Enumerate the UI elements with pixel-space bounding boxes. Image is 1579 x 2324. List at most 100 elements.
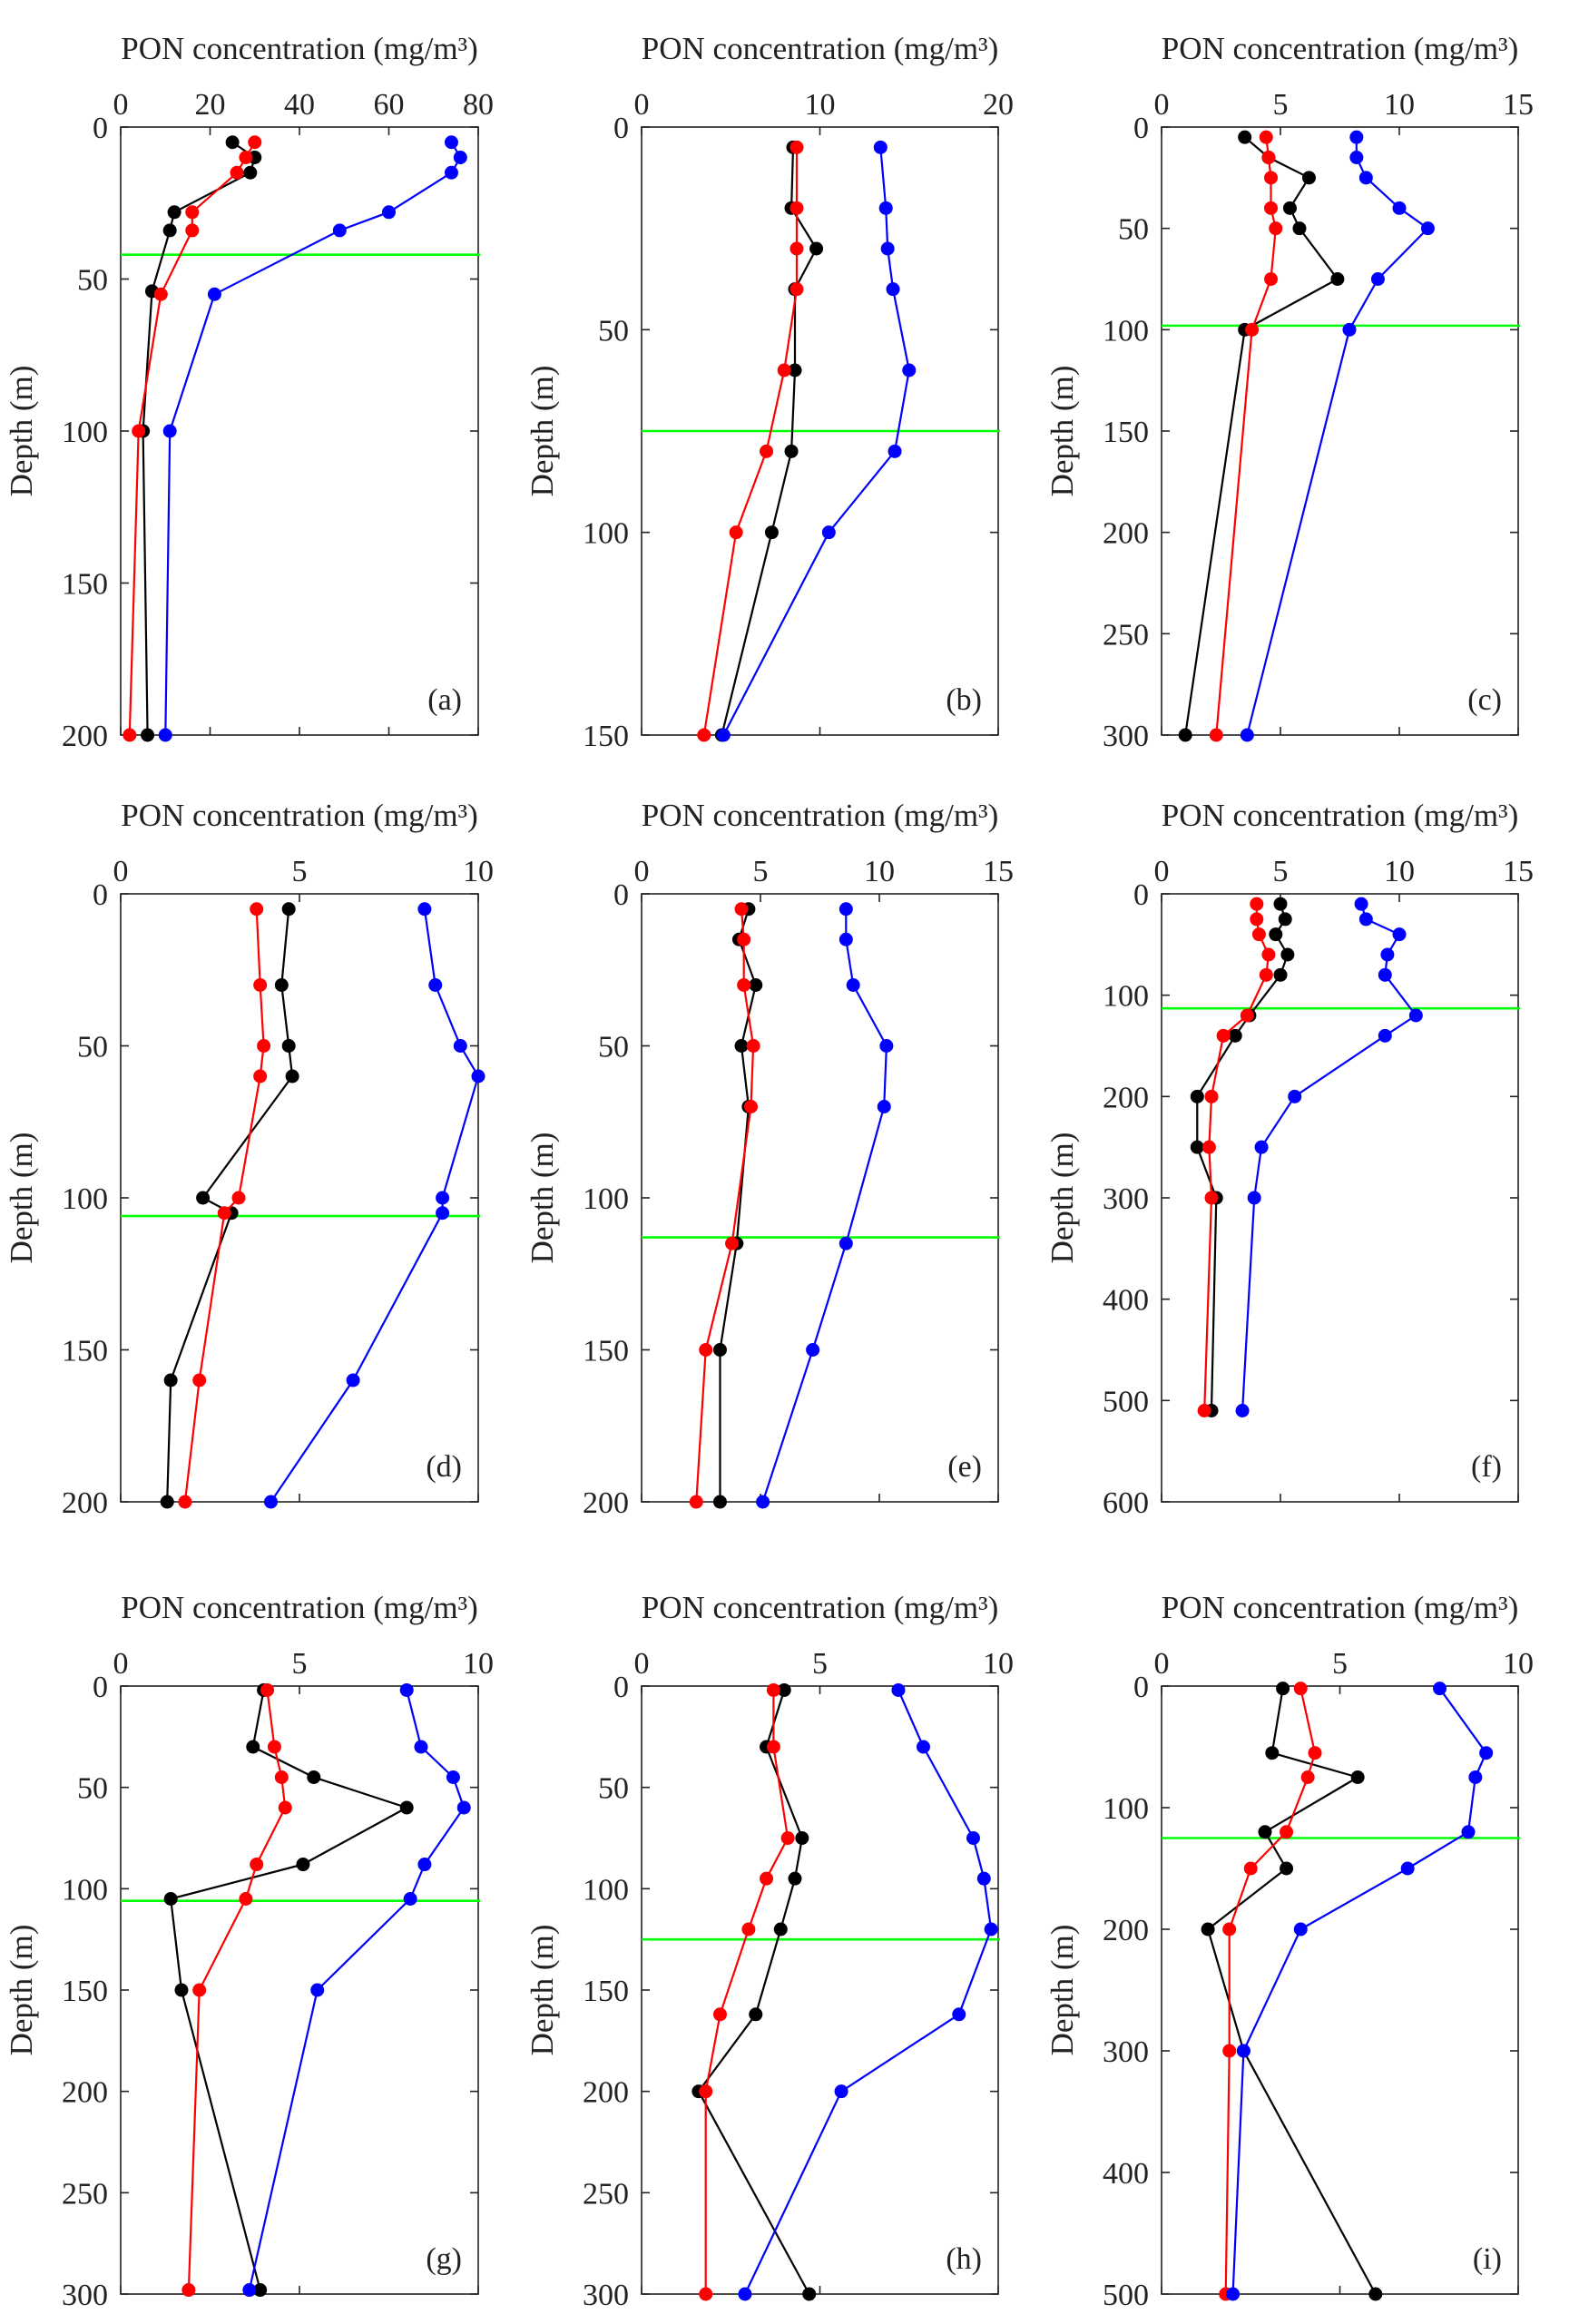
data-point-series-3 (1392, 927, 1407, 942)
y-tick-label: 0 (93, 112, 108, 145)
x-tick-label: 0 (113, 88, 129, 122)
data-point-series-1 (712, 1495, 727, 1509)
data-point-series-2 (1243, 1861, 1258, 1876)
data-point-series-1 (1276, 1682, 1290, 1696)
data-point-series-2 (699, 1343, 713, 1357)
data-point-series-3 (403, 1892, 417, 1906)
y-axis-label: Depth (m) (4, 366, 39, 497)
y-tick-label: 50 (77, 1031, 108, 1064)
data-point-series-2 (253, 1069, 268, 1084)
data-point-series-3 (1358, 171, 1373, 185)
data-point-series-3 (444, 135, 458, 150)
plot-frame (120, 893, 479, 1503)
data-point-series-2 (230, 165, 244, 180)
data-point-series-3 (1392, 201, 1407, 215)
data-point-series-3 (436, 1206, 450, 1221)
data-point-series-1 (802, 2287, 817, 2301)
x-tick-label: 20 (983, 88, 1014, 122)
series-line-2 (1215, 137, 1277, 736)
data-point-series-3 (952, 2007, 966, 2022)
y-tick-label: 150 (1103, 416, 1149, 449)
x-tick-label: 60 (374, 88, 405, 122)
data-point-series-3 (966, 1831, 980, 1845)
panel-label: (h) (946, 2242, 982, 2276)
data-point-series-2 (744, 1100, 759, 1113)
data-point-series-2 (780, 1831, 795, 1845)
data-point-series-2 (217, 1206, 231, 1221)
x-axis-label: PON concentration (mg/m³) (1162, 798, 1518, 833)
data-point-series-1 (1190, 1089, 1204, 1103)
data-point-series-3 (891, 1682, 906, 1697)
x-tick-label: 10 (463, 855, 494, 888)
x-axis-label: PON concentration (mg/m³) (642, 1590, 998, 1625)
data-point-series-2 (1204, 1089, 1219, 1103)
x-tick-label: 0 (1154, 88, 1170, 122)
data-point-series-2 (737, 932, 751, 946)
data-point-series-3 (716, 728, 731, 742)
x-tick-label: 0 (113, 855, 129, 888)
y-tick-label: 50 (598, 1772, 629, 1806)
data-point-series-2 (1264, 272, 1279, 286)
data-point-series-3 (1420, 221, 1435, 236)
data-point-series-1 (809, 241, 824, 256)
x-tick-label: 10 (1384, 855, 1415, 888)
data-point-series-2 (790, 241, 804, 256)
y-axis-label: Depth (m) (1044, 366, 1080, 497)
y-tick-label: 300 (583, 2279, 629, 2312)
y-axis-label: Depth (m) (525, 366, 560, 497)
data-point-series-1 (253, 2283, 268, 2298)
data-point-series-2 (257, 1039, 271, 1053)
y-tick-label: 200 (62, 2076, 108, 2110)
data-point-series-2 (1201, 1140, 1216, 1154)
data-point-series-1 (784, 444, 799, 458)
y-tick-label: 250 (583, 2177, 629, 2211)
data-point-series-2 (760, 1871, 774, 1886)
x-tick-label: 5 (812, 1647, 828, 1681)
series-line-2 (695, 908, 755, 1503)
series-line-3 (744, 1690, 993, 2295)
y-axis-label: Depth (m) (4, 1925, 39, 2056)
data-point-series-1 (1280, 947, 1295, 962)
data-point-series-2 (185, 205, 200, 220)
data-point-series-2 (250, 902, 264, 917)
data-point-series-1 (281, 902, 296, 917)
data-point-series-2 (1293, 1682, 1308, 1696)
data-point-series-1 (1292, 221, 1307, 236)
data-point-series-1 (196, 1191, 211, 1205)
y-tick-label: 0 (613, 878, 629, 912)
series-line-1 (1184, 136, 1339, 736)
plot-frame (1161, 1685, 1519, 2295)
y-tick-label: 400 (1103, 2157, 1149, 2191)
data-point-series-1 (1330, 272, 1345, 286)
data-point-series-3 (446, 1770, 460, 1784)
x-axis-label: PON concentration (mg/m³) (1162, 1590, 1518, 1625)
data-point-series-3 (1288, 1089, 1302, 1103)
x-tick-label: 40 (284, 88, 315, 122)
y-tick-label: 100 (1103, 314, 1149, 348)
y-tick-label: 200 (583, 2076, 629, 2110)
series-line-1 (1196, 903, 1290, 1411)
plot-frame (1161, 126, 1519, 736)
data-point-series-2 (1300, 1770, 1315, 1784)
data-point-series-2 (267, 1740, 281, 1754)
x-tick-label: 10 (983, 1647, 1014, 1681)
data-point-series-3 (1235, 1404, 1250, 1417)
y-tick-label: 150 (583, 1335, 629, 1368)
y-tick-label: 500 (1103, 1385, 1149, 1418)
data-point-series-2 (1245, 322, 1260, 337)
data-point-series-1 (749, 2007, 763, 2022)
data-point-series-1 (777, 1682, 791, 1697)
data-point-series-2 (766, 1682, 780, 1697)
x-tick-label: 5 (292, 855, 308, 888)
data-point-series-2 (185, 223, 200, 238)
y-axis-label: Depth (m) (4, 1133, 39, 1264)
data-point-series-1 (1350, 1770, 1365, 1784)
data-point-series-1 (307, 1770, 321, 1784)
data-point-series-3 (738, 2287, 752, 2301)
x-tick-label: 10 (864, 855, 895, 888)
data-point-series-2 (239, 151, 253, 164)
